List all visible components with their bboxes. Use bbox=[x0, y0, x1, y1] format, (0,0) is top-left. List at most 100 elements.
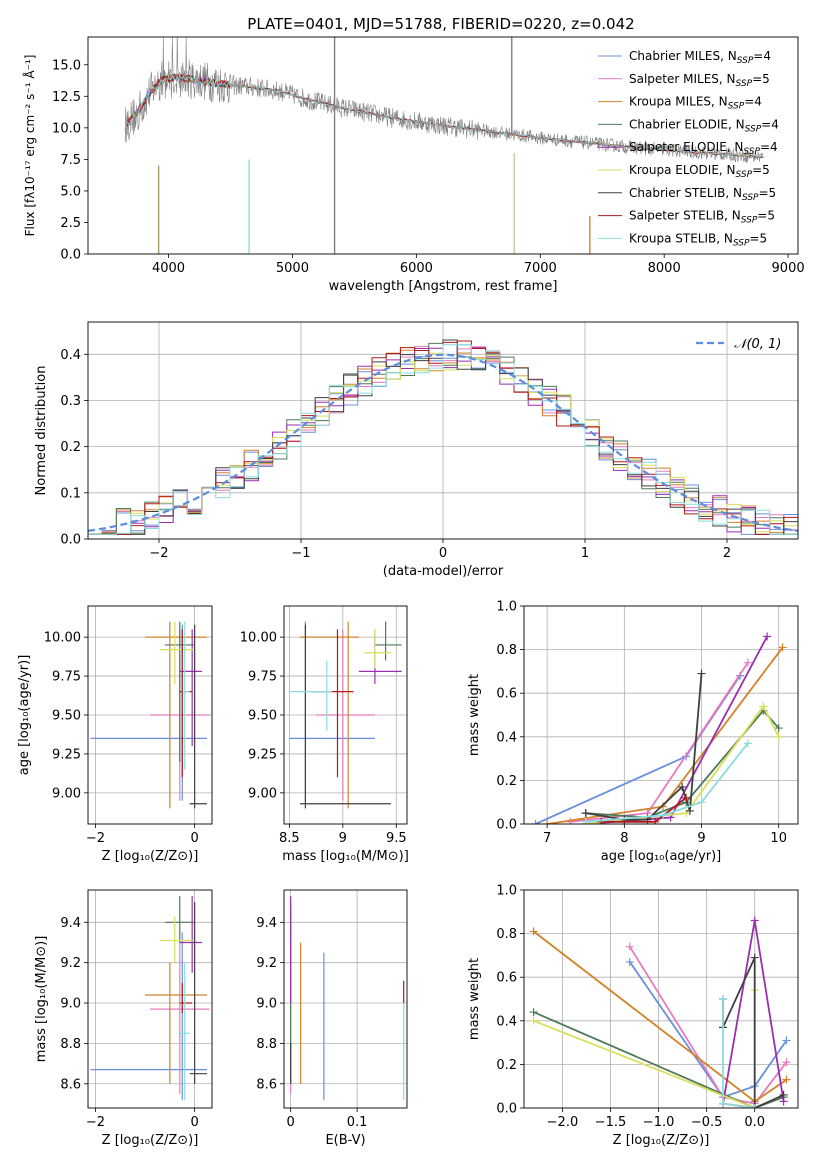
y-tick-label: 0.4 bbox=[496, 1014, 517, 1029]
x-tick-label: 2 bbox=[723, 546, 731, 561]
y-tick-label: 1.0 bbox=[496, 884, 517, 899]
axes-age-vs-Z: −2 0 9.00 9.25 9.50 9.75 10.00 Z [log₁₀(Z/Z⊙)] a… bbox=[17, 605, 213, 864]
legend-label: 𝒩(0, 1) bbox=[734, 337, 781, 352]
x-tick-label: 0 bbox=[439, 546, 447, 561]
x-tick-label: 9 bbox=[697, 831, 705, 846]
x-tick-label: −2 bbox=[86, 831, 105, 846]
marker-plus bbox=[763, 632, 772, 641]
legend: Chabrier MILES, NSSP=4 Salpeter MILES, NS… bbox=[598, 49, 779, 248]
grid bbox=[524, 889, 798, 1109]
marker-plus bbox=[719, 1099, 728, 1108]
y-tick-label: 2.5 bbox=[60, 216, 81, 231]
plot-area bbox=[529, 916, 791, 1108]
legend-label: Kroupa MILES, NSSP=4 bbox=[629, 95, 762, 112]
x-tick-label: 9 bbox=[339, 831, 347, 846]
x-axis-label: Z [log₁₀(Z/Z⊙)] bbox=[102, 849, 199, 864]
y-tick-label: 8.8 bbox=[256, 1037, 277, 1052]
grid bbox=[284, 890, 407, 1108]
x-tick-label: 0 bbox=[190, 1115, 198, 1130]
x-tick-label: −2 bbox=[86, 1115, 105, 1130]
marker-plus bbox=[697, 798, 706, 807]
y-tick-label: 0.6 bbox=[496, 971, 517, 986]
marker-plus bbox=[678, 782, 687, 791]
x-tick-label: −0.5 bbox=[691, 1115, 723, 1130]
weight-line bbox=[722, 957, 784, 1108]
marker-plus bbox=[651, 817, 660, 824]
weight-line bbox=[570, 662, 749, 823]
y-tick-label: 10.0 bbox=[52, 121, 81, 136]
weight-line bbox=[585, 636, 768, 824]
marker-plus bbox=[697, 669, 706, 678]
marker-plus bbox=[743, 739, 752, 748]
axes-frame bbox=[523, 605, 799, 825]
y-tick-label: 7.5 bbox=[60, 153, 81, 168]
legend-label: Chabrier MILES, NSSP=4 bbox=[629, 49, 771, 66]
marker-plus bbox=[743, 658, 752, 667]
legend-label: Chabrier ELODIE, NSSP=4 bbox=[629, 117, 779, 134]
x-axis-label: age [log₁₀(age/yr)] bbox=[601, 849, 722, 864]
plot-area bbox=[90, 621, 210, 809]
legend-label: Salpeter STELIB, NSSP=5 bbox=[629, 209, 775, 226]
marker-plus bbox=[719, 995, 728, 1003]
x-axis-label: wavelength [Angstrom, rest frame] bbox=[329, 279, 558, 294]
x-tick-label: 0.1 bbox=[347, 1115, 368, 1130]
y-tick-label: 10.00 bbox=[240, 631, 277, 646]
weight-line bbox=[629, 961, 788, 1099]
axes-frame bbox=[283, 605, 408, 825]
x-tick-label: 4000 bbox=[152, 261, 185, 276]
axes-spectrum: 4000 5000 6000 7000 8000 9000 0.0 2.5 5.0 7.5 10.0… bbox=[22, 36, 805, 294]
marker-plus bbox=[778, 643, 787, 652]
marker-plus bbox=[750, 953, 759, 962]
y-axis-label: Normed distribution bbox=[34, 366, 49, 496]
marker-plus bbox=[531, 820, 540, 824]
marker-plus bbox=[774, 724, 783, 733]
x-tick-label: 7000 bbox=[524, 261, 557, 276]
marker-plus bbox=[529, 1016, 538, 1025]
marker-plus bbox=[685, 806, 694, 815]
y-tick-label: 0.2 bbox=[496, 1058, 517, 1073]
x-axis-label: mass [log₁₀(M/M⊙)] bbox=[282, 849, 409, 864]
legend-label: Salpeter ELODIE, NSSP=4 bbox=[629, 140, 778, 157]
y-tick-label: 9.0 bbox=[256, 997, 277, 1012]
y-tick-label: 9.25 bbox=[52, 747, 81, 762]
marker-plus bbox=[782, 1058, 791, 1067]
x-axis-label: E(B-V) bbox=[325, 1133, 365, 1148]
plot-area bbox=[290, 896, 405, 1100]
weight-line bbox=[585, 704, 780, 824]
weight-line bbox=[722, 920, 785, 1104]
y-tick-label: 0.2 bbox=[60, 440, 81, 455]
y-tick-label: 9.2 bbox=[60, 956, 81, 971]
marker-plus bbox=[581, 817, 590, 824]
y-axis-label: Flux [fλ10⁻¹⁷ erg cm⁻² s⁻¹ Å⁻¹] bbox=[22, 55, 37, 237]
y-axis-label: age [log₁₀(age/yr)] bbox=[17, 655, 32, 776]
histogram-step bbox=[88, 352, 798, 535]
plot-area bbox=[90, 896, 210, 1100]
y-tick-label: 9.50 bbox=[248, 709, 277, 724]
y-tick-label: 0.8 bbox=[496, 643, 517, 658]
marker-plus bbox=[529, 1008, 538, 1017]
x-tick-label: 5000 bbox=[276, 261, 309, 276]
y-tick-label: 0.6 bbox=[496, 687, 517, 702]
x-tick-label: 8 bbox=[620, 831, 628, 846]
x-tick-label: 9000 bbox=[772, 261, 805, 276]
x-tick-label: 0 bbox=[190, 831, 198, 846]
axes-frame bbox=[283, 889, 408, 1109]
y-tick-label: 1.0 bbox=[496, 600, 517, 615]
y-tick-label: 12.5 bbox=[52, 90, 81, 105]
y-tick-label: 0.4 bbox=[60, 348, 81, 363]
marker-plus bbox=[625, 942, 634, 951]
x-tick-label: −1.5 bbox=[595, 1115, 627, 1130]
legend-label: Chabrier STELIB, NSSP=5 bbox=[629, 186, 776, 203]
y-tick-label: 0.0 bbox=[60, 248, 81, 263]
y-tick-label: 0.0 bbox=[496, 1102, 517, 1117]
histogram-step bbox=[88, 339, 798, 535]
normal-curve bbox=[88, 353, 798, 532]
histogram-step bbox=[88, 340, 798, 535]
marker-plus bbox=[782, 1075, 791, 1084]
y-axis-label: mass weight bbox=[467, 674, 482, 756]
y-tick-label: 8.6 bbox=[256, 1077, 277, 1092]
axes-frame bbox=[523, 889, 799, 1109]
x-tick-label: −1 bbox=[291, 546, 310, 561]
x-tick-label: −2 bbox=[149, 546, 168, 561]
